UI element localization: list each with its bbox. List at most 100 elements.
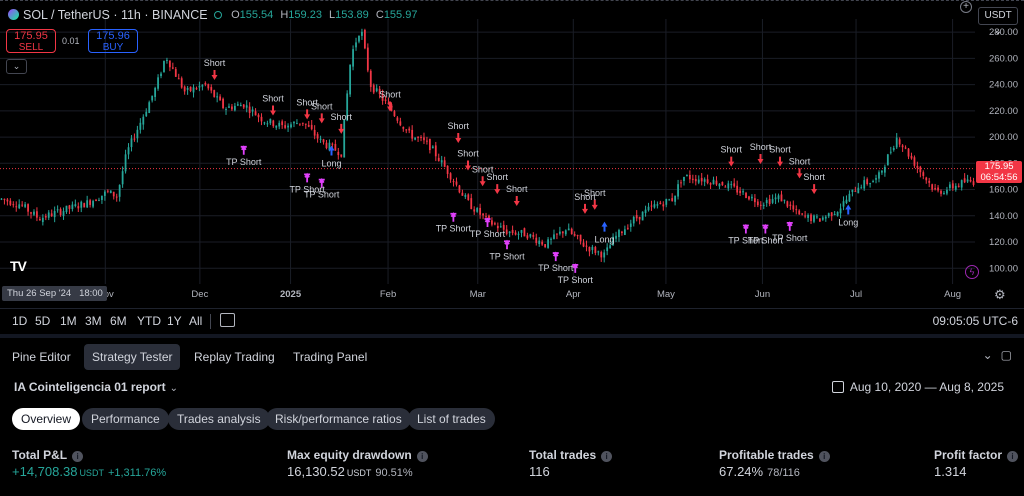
status-dot-icon bbox=[214, 11, 222, 19]
candle-body bbox=[878, 172, 880, 179]
subtab-risk-ratios[interactable]: Risk/performance ratios bbox=[266, 408, 411, 430]
candle-body bbox=[686, 175, 688, 177]
sell-label: SELL bbox=[18, 42, 44, 53]
tab-strategy-tester[interactable]: Strategy Tester bbox=[84, 344, 181, 370]
info-icon[interactable]: i bbox=[818, 451, 830, 462]
candle-body bbox=[585, 245, 588, 247]
utc-clock[interactable]: 09:05:05 UTC-6 bbox=[932, 314, 1018, 328]
candle-body bbox=[290, 124, 292, 128]
date-range-text: Aug 10, 2020 — Aug 8, 2025 bbox=[849, 380, 1004, 394]
metric-value: 67.24% 78/116 bbox=[719, 464, 800, 479]
short-arrow-icon bbox=[796, 168, 803, 179]
ohlc-values: O155.54 H159.23 L153.89 C155.97 bbox=[214, 9, 417, 21]
candle-body bbox=[508, 231, 511, 234]
timeframe-1d[interactable]: 1D bbox=[12, 314, 28, 328]
currency-select[interactable]: USDT ⌄ bbox=[978, 7, 1018, 37]
low-label: L bbox=[329, 9, 336, 21]
candle-body bbox=[813, 215, 815, 222]
maximize-icon[interactable]: ▢ bbox=[1000, 348, 1020, 362]
tp-short-label: TP Short bbox=[772, 233, 808, 243]
trades-value: 116 bbox=[529, 464, 550, 479]
subtab-performance[interactable]: Performance bbox=[82, 408, 169, 430]
pnl-percent: +1,311.76% bbox=[107, 467, 167, 479]
candle-body bbox=[142, 116, 145, 125]
candle-body bbox=[440, 160, 443, 163]
candle-body bbox=[343, 119, 346, 158]
timeframe-1m[interactable]: 1M bbox=[60, 314, 77, 328]
date-range-icon[interactable] bbox=[220, 313, 235, 327]
candle-body bbox=[576, 235, 579, 237]
candle-body bbox=[848, 193, 851, 202]
candle-body bbox=[946, 189, 948, 194]
subtab-overview[interactable]: Overview bbox=[12, 408, 81, 430]
candle-body bbox=[943, 192, 945, 194]
timeframe-ytd[interactable]: YTD bbox=[137, 314, 161, 328]
candle-body bbox=[293, 122, 295, 124]
candle-body bbox=[405, 129, 408, 131]
timeframe-all[interactable]: All bbox=[189, 314, 203, 328]
candle-body bbox=[567, 228, 570, 231]
buy-button[interactable]: 175.96 BUY bbox=[88, 29, 138, 53]
collapse-legend-button[interactable]: ⌄ bbox=[6, 59, 27, 74]
lightning-icon[interactable]: ϟ bbox=[965, 265, 979, 279]
time-axis-label: Dec bbox=[191, 289, 208, 300]
candle-body bbox=[901, 145, 904, 148]
candle-body bbox=[827, 213, 830, 217]
symbol-title[interactable]: SOL / TetherUS · 11h · BINANCE bbox=[8, 8, 208, 22]
candle-body bbox=[71, 204, 74, 210]
candle-body bbox=[485, 216, 487, 218]
candle-body bbox=[694, 178, 697, 182]
report-selector[interactable]: IA Cointeligencia 01 report ⌄ bbox=[14, 380, 178, 394]
gear-icon[interactable]: ⚙ bbox=[994, 287, 1006, 302]
candle-body bbox=[219, 96, 222, 101]
candle-body bbox=[742, 191, 744, 193]
timeframe-6m[interactable]: 6M bbox=[110, 314, 127, 328]
info-icon[interactable]: i bbox=[416, 451, 428, 462]
tp-short-label: TP Short bbox=[289, 184, 325, 194]
candle-body bbox=[236, 104, 239, 106]
candle-body bbox=[739, 190, 742, 194]
candle-body bbox=[547, 239, 549, 248]
tab-replay-trading[interactable]: Replay Trading bbox=[194, 350, 275, 364]
price-chart[interactable]: 280.00260.00240.00220.00200.00180.00160.… bbox=[0, 1, 1024, 306]
candle-body bbox=[103, 191, 106, 196]
short-signal-label: Short bbox=[486, 172, 508, 182]
panel-window-controls[interactable]: ⌄▢ bbox=[983, 348, 1020, 362]
candle-body bbox=[535, 237, 538, 243]
timeframe-3m[interactable]: 3M bbox=[85, 314, 102, 328]
candle-body bbox=[532, 235, 535, 237]
candle-body bbox=[836, 212, 839, 216]
date-range-selector[interactable]: Aug 10, 2020 — Aug 8, 2025 bbox=[831, 380, 1004, 394]
sell-button[interactable]: 175.95 SELL bbox=[6, 29, 56, 53]
candle-body bbox=[239, 104, 242, 107]
info-icon[interactable]: i bbox=[601, 451, 613, 462]
timeframe-toolbar: 1D 5D 1M 3M 6M YTD 1Y All 09:05:05 UTC-6 bbox=[0, 308, 1024, 334]
candle-body bbox=[257, 114, 260, 118]
info-icon[interactable]: i bbox=[72, 451, 84, 462]
candle-body bbox=[467, 194, 470, 200]
tab-trading-panel[interactable]: Trading Panel bbox=[293, 350, 368, 364]
candle-body bbox=[166, 59, 168, 61]
long-signal-label: Long bbox=[838, 218, 858, 228]
bottom-panel-tabs: Pine Editor Strategy Tester Replay Tradi… bbox=[0, 334, 1024, 370]
tp-short-label: TP Short bbox=[558, 275, 594, 285]
subtab-list-of-trades[interactable]: List of trades bbox=[408, 408, 495, 430]
tradingview-logo[interactable]: TV bbox=[10, 258, 27, 274]
tab-pine-editor[interactable]: Pine Editor bbox=[12, 350, 71, 364]
sol-logo-icon bbox=[8, 9, 19, 20]
price-axis-label: 140.00 bbox=[989, 211, 1018, 222]
info-icon[interactable]: i bbox=[1007, 451, 1019, 462]
chevron-down-icon[interactable]: ⌄ bbox=[982, 348, 1001, 362]
add-plus-icon[interactable]: + bbox=[960, 1, 972, 13]
timeframe-5d[interactable]: 5D bbox=[35, 314, 51, 328]
subtab-trades-analysis[interactable]: Trades analysis bbox=[168, 408, 270, 430]
time-axis-label: May bbox=[657, 289, 675, 300]
short-signal-label: Short bbox=[296, 97, 318, 107]
candle-body bbox=[251, 109, 254, 112]
candle-body bbox=[810, 214, 812, 221]
candle-body bbox=[588, 246, 591, 252]
candle-body bbox=[434, 145, 437, 157]
timeframe-1y[interactable]: 1Y bbox=[167, 314, 182, 328]
chart-pane[interactable]: 280.00260.00240.00220.00200.00180.00160.… bbox=[0, 0, 1024, 305]
candle-body bbox=[963, 178, 966, 183]
